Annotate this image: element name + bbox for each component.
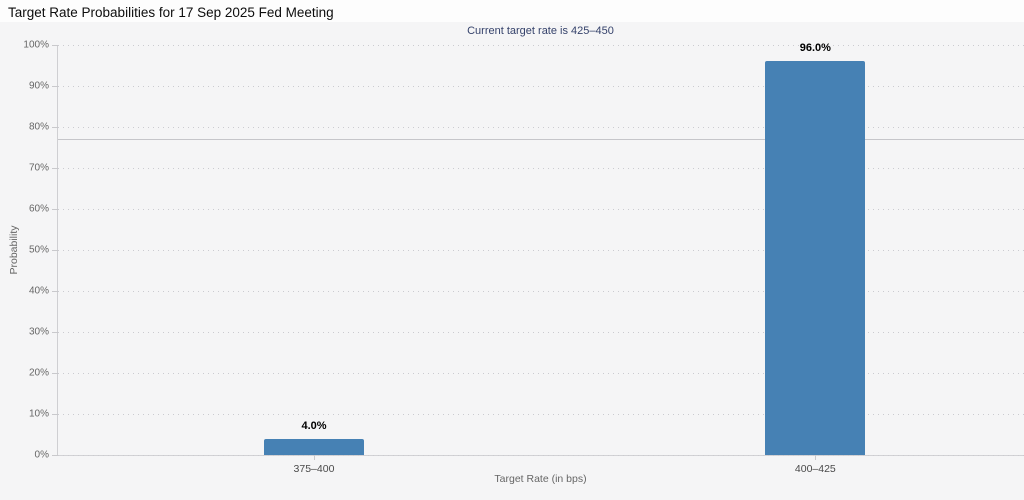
y-axis-tick xyxy=(52,291,58,292)
h-gridline xyxy=(58,332,1024,333)
chart-subtitle: Current target rate is 425–450 xyxy=(467,25,614,37)
h-gridline xyxy=(58,414,1024,415)
y-axis-tick xyxy=(52,414,58,415)
y-axis-tick xyxy=(52,86,58,87)
y-axis-tick xyxy=(52,250,58,251)
h-gridline xyxy=(58,168,1024,169)
y-axis-tick-label: 20% xyxy=(28,367,49,379)
h-gridline xyxy=(58,209,1024,210)
plot-area: 0% 10% 20% 30% 40% 50% 60% 70% 80% 90% 100% 4.0% 375… xyxy=(23,40,1024,475)
x-axis-category-label: 400–425 xyxy=(794,463,836,475)
y-axis-tick xyxy=(52,373,58,374)
y-axis-tick-label: 0% xyxy=(34,449,49,461)
x-axis-title: Target Rate (in bps) xyxy=(494,473,587,485)
y-axis-tick xyxy=(52,168,58,169)
chart-title: Target Rate Probabilities for 17 Sep 202… xyxy=(8,5,334,20)
y-axis-tick-label: 50% xyxy=(28,244,49,256)
h-gridline xyxy=(58,250,1024,251)
y-axis-tick-label: 60% xyxy=(28,203,49,215)
y-axis-tick xyxy=(52,209,58,210)
reference-line xyxy=(58,139,1024,141)
x-axis-tick xyxy=(815,455,817,460)
y-axis-tick-label: 70% xyxy=(28,162,49,174)
y-axis-tick-label: 100% xyxy=(23,39,49,51)
y-axis-tick-label: 90% xyxy=(28,80,49,92)
h-gridline xyxy=(58,86,1024,87)
y-axis-tick-label: 10% xyxy=(28,408,49,420)
h-gridline xyxy=(58,127,1024,128)
h-gridline xyxy=(58,291,1024,292)
y-axis-tick xyxy=(52,332,58,333)
y-axis-tick-label: 80% xyxy=(28,121,49,133)
bar-value-label: 4.0% xyxy=(301,419,327,432)
y-axis-tick xyxy=(52,45,58,46)
bar-value-label: 96.0% xyxy=(799,42,831,55)
x-axis-category-label: 375–400 xyxy=(293,463,335,475)
y-axis-title: Probability xyxy=(8,225,20,275)
y-axis-tick-label: 30% xyxy=(28,326,49,338)
probability-bar[interactable] xyxy=(263,438,364,455)
h-gridline xyxy=(58,373,1024,374)
h-gridline xyxy=(58,45,1024,46)
y-axis-tick xyxy=(52,127,58,128)
x-axis-tick xyxy=(313,455,315,460)
probability-bar[interactable] xyxy=(765,61,866,455)
y-axis-tick-label: 40% xyxy=(28,285,49,297)
h-gridline xyxy=(58,455,1024,456)
y-axis-tick xyxy=(52,455,58,456)
